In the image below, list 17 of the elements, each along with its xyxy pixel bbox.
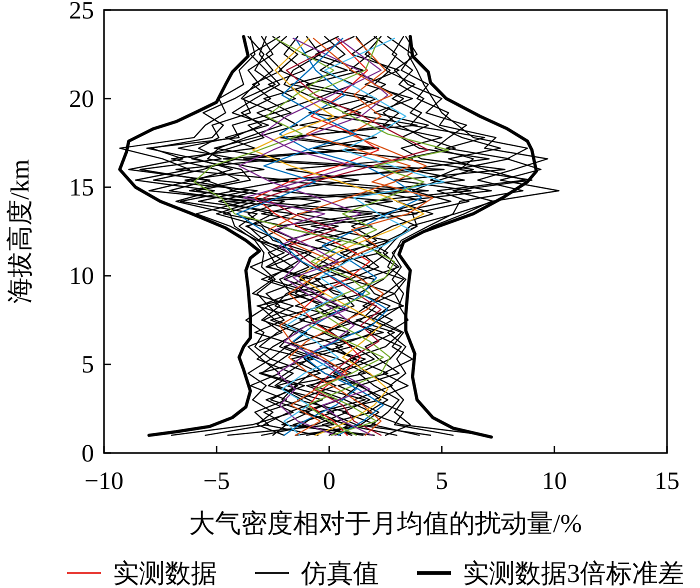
legend-label: 实测数据: [113, 559, 217, 588]
x-tick-label: 10: [542, 468, 567, 495]
y-tick-label: 10: [69, 263, 94, 290]
y-tick-label: 20: [69, 86, 94, 113]
x-tick-label: 15: [654, 468, 680, 495]
x-tick-label: 0: [322, 468, 336, 495]
y-tick-label: 5: [82, 352, 94, 379]
x-axis-title: 大气密度相对于月均值的扰动量/%: [189, 509, 582, 538]
y-tick-label: 15: [69, 174, 94, 202]
legend-label: 实测数据3倍标准差: [463, 559, 684, 588]
y-axis-title: 海拔高度/km: [6, 159, 34, 304]
legend-label: 仿真值: [300, 559, 379, 588]
x-tick-label: −10: [84, 468, 124, 495]
x-tick-label: −5: [203, 468, 230, 495]
y-tick-label: 25: [69, 0, 94, 24]
y-tick-label: 0: [82, 440, 94, 468]
x-tick-label: 5: [436, 468, 448, 495]
